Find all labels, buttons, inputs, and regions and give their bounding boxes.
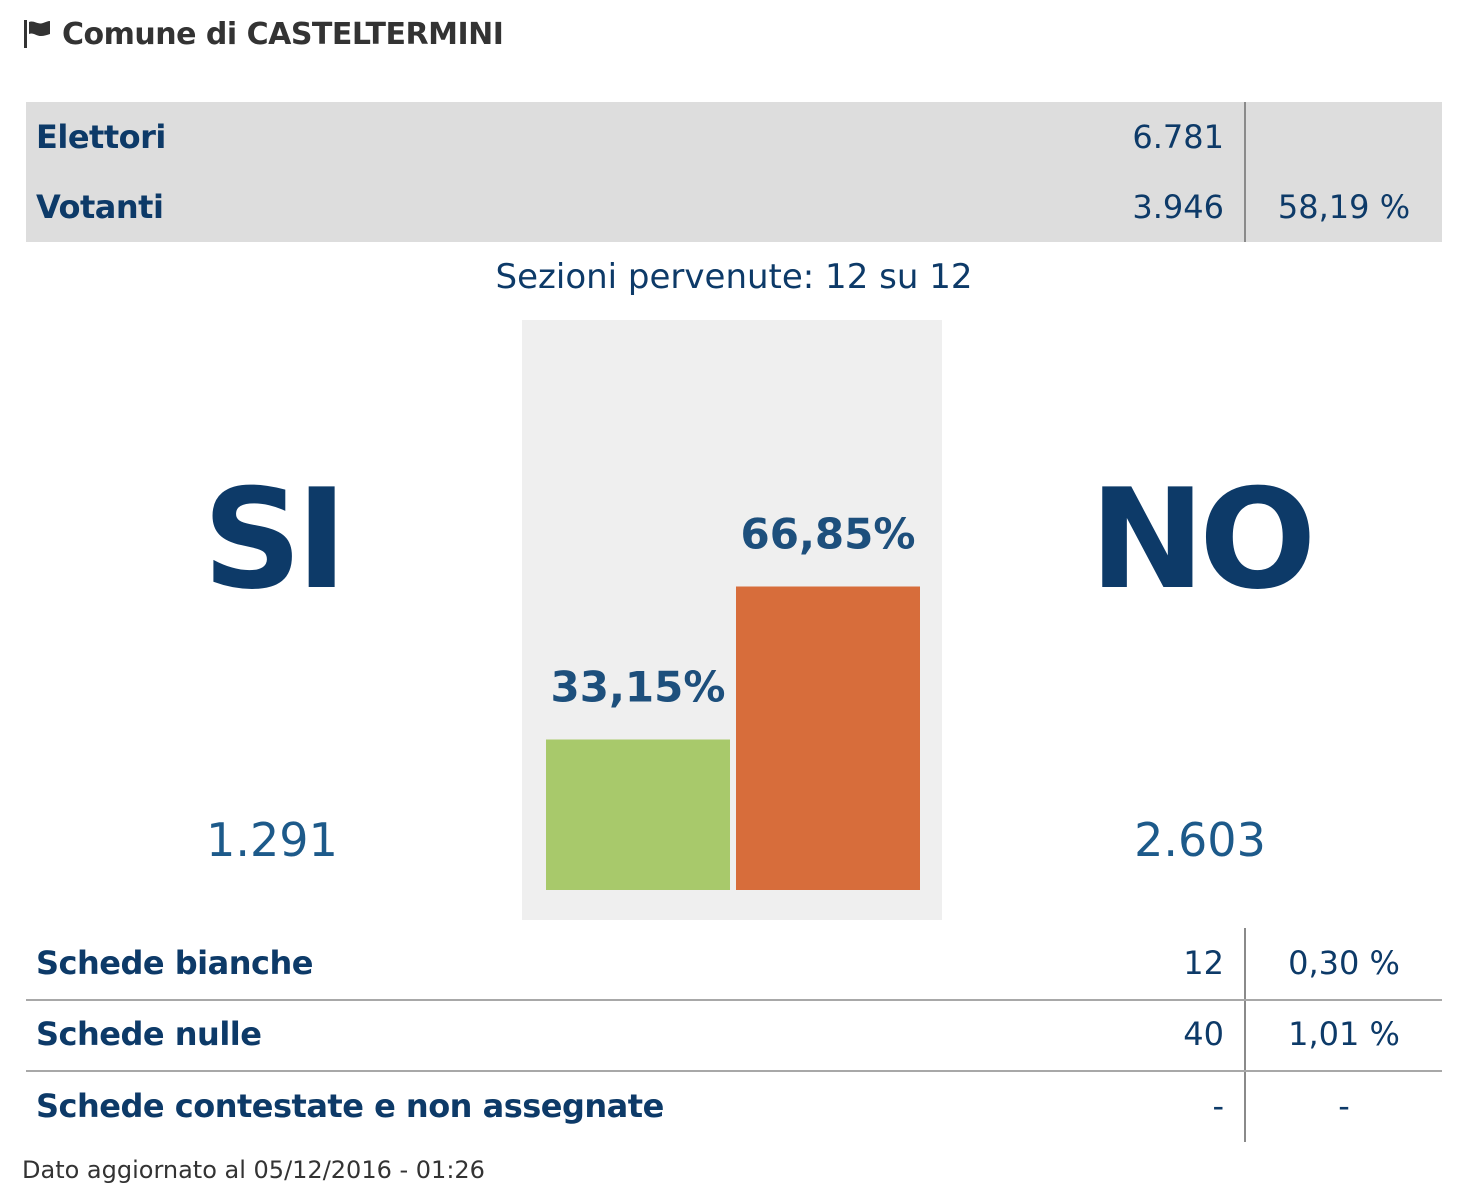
ballot-label: Schede contestate e non assegnate: [36, 1087, 664, 1125]
bar-no: [736, 586, 920, 890]
no-label: NO: [1089, 459, 1317, 620]
votanti-pct: 58,19 %: [1277, 188, 1411, 226]
elettori-value: 6.781: [1132, 118, 1224, 156]
ballot-pct: -: [1338, 1087, 1350, 1125]
data-label-no: 66,85%: [741, 510, 916, 559]
ballot-value: 40: [1183, 1015, 1224, 1053]
results-chart: 33,15% 66,85%: [522, 320, 942, 920]
ballot-value: -: [1212, 1087, 1224, 1125]
ballot-row-bianche: Schede bianche 12 0,30 %: [26, 928, 1442, 1001]
elettori-label: Elettori: [36, 118, 166, 156]
ballots-table: Schede bianche 12 0,30 % Schede nulle 40…: [26, 928, 1442, 1142]
ballot-row-nulle: Schede nulle 40 1,01 %: [26, 999, 1442, 1072]
ballot-label: Schede bianche: [36, 944, 313, 982]
votanti-label: Votanti: [36, 188, 164, 226]
column-divider: [1244, 102, 1246, 242]
sections-status: Sezioni pervenute: 12 su 12: [495, 257, 973, 297]
column-divider: [1244, 928, 1246, 1142]
si-count: 1.291: [206, 813, 338, 867]
flag-icon: [24, 20, 50, 48]
page-header: Comune di CASTELTERMINI: [22, 14, 504, 54]
data-label-si: 33,15%: [551, 662, 726, 711]
votanti-value: 3.946: [1132, 188, 1224, 226]
page-title: Comune di CASTELTERMINI: [62, 16, 504, 52]
no-count: 2.603: [1134, 813, 1266, 867]
elettori-row: Elettori 6.781: [26, 102, 1442, 172]
ballot-pct: 0,30 %: [1288, 944, 1400, 982]
last-updated: Dato aggiornato al 05/12/2016 - 01:26: [22, 1156, 485, 1184]
bar-si: [546, 739, 730, 890]
ballot-pct: 1,01 %: [1288, 1015, 1400, 1053]
ballot-row-contestate: Schede contestate e non assegnate - -: [26, 1071, 1442, 1142]
votanti-row: Votanti 3.946 58,19 %: [26, 172, 1442, 242]
turnout-summary: Elettori 6.781 Votanti 3.946 58,19 %: [26, 102, 1442, 242]
ballot-label: Schede nulle: [36, 1015, 262, 1053]
ballot-value: 12: [1183, 944, 1224, 982]
si-label: SI: [202, 459, 348, 620]
